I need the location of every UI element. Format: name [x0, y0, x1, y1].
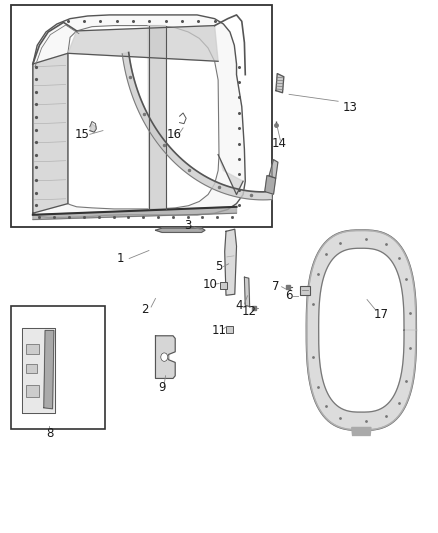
- Polygon shape: [44, 330, 54, 409]
- Polygon shape: [68, 26, 219, 209]
- Polygon shape: [307, 230, 416, 430]
- Text: 12: 12: [241, 305, 256, 318]
- Polygon shape: [218, 155, 243, 195]
- Bar: [220, 282, 227, 289]
- Polygon shape: [225, 229, 237, 295]
- Polygon shape: [33, 207, 237, 220]
- Text: 8: 8: [46, 427, 53, 440]
- Polygon shape: [68, 26, 218, 61]
- Polygon shape: [33, 53, 68, 213]
- Text: 3: 3: [185, 219, 192, 232]
- Text: 9: 9: [158, 381, 166, 394]
- Text: 13: 13: [343, 101, 358, 114]
- Polygon shape: [155, 336, 175, 378]
- Polygon shape: [269, 159, 278, 178]
- Bar: [11, 5, 272, 227]
- Polygon shape: [265, 175, 276, 194]
- Polygon shape: [122, 52, 272, 200]
- Polygon shape: [22, 328, 55, 413]
- Bar: [300, 286, 310, 295]
- Text: 10: 10: [203, 278, 218, 290]
- Polygon shape: [276, 74, 284, 93]
- Text: 1: 1: [117, 252, 124, 265]
- Text: 15: 15: [75, 128, 90, 141]
- Polygon shape: [319, 248, 404, 412]
- Text: 5: 5: [215, 260, 223, 273]
- Polygon shape: [307, 230, 416, 430]
- Polygon shape: [90, 124, 96, 132]
- Text: 6: 6: [285, 289, 293, 302]
- Bar: [26, 364, 37, 373]
- Circle shape: [161, 353, 168, 361]
- Text: 7: 7: [272, 280, 280, 293]
- Polygon shape: [33, 15, 245, 217]
- Bar: [26, 344, 39, 354]
- Text: 4: 4: [235, 299, 243, 312]
- Polygon shape: [244, 277, 250, 306]
- Text: 11: 11: [212, 324, 226, 337]
- Polygon shape: [352, 427, 371, 435]
- Text: 17: 17: [374, 308, 389, 321]
- Polygon shape: [155, 228, 205, 232]
- Bar: [226, 326, 233, 333]
- Bar: [11, 306, 105, 429]
- Text: 16: 16: [167, 128, 182, 141]
- Bar: [26, 385, 39, 397]
- Text: 2: 2: [141, 303, 148, 316]
- Polygon shape: [148, 26, 166, 209]
- Text: 14: 14: [272, 138, 286, 150]
